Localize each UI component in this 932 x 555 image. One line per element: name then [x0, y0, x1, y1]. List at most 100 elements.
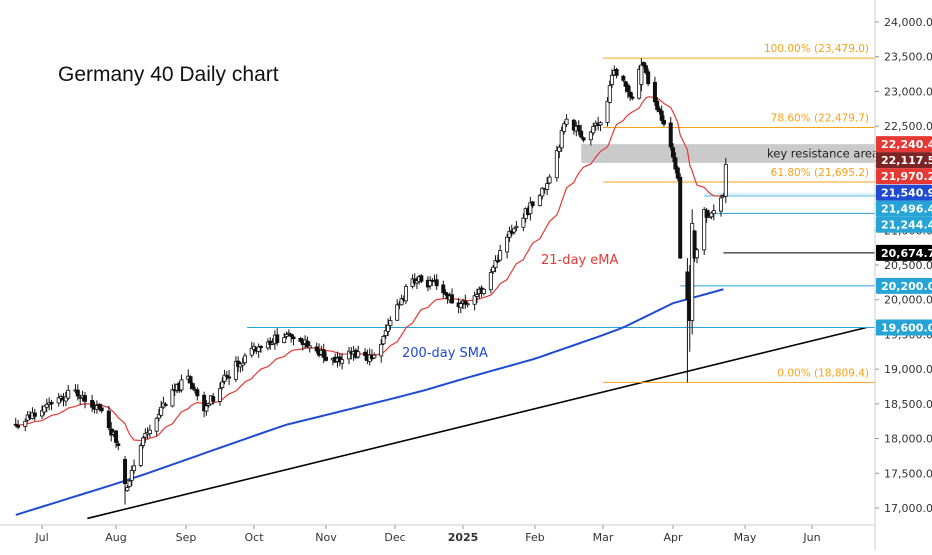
candle-body: [282, 337, 287, 344]
x-tick-label: Apr: [663, 531, 683, 544]
resistance-zone: [581, 144, 875, 163]
candle-body: [379, 343, 384, 357]
candle-body: [545, 183, 550, 190]
sma200-line: [15, 288, 724, 516]
candle-body: [13, 423, 18, 426]
candle-body: [141, 437, 146, 446]
candle-body: [481, 288, 486, 294]
candle-body: [284, 334, 289, 337]
candle-body: [719, 197, 724, 212]
candle-body: [114, 430, 119, 443]
candle-body: [657, 108, 662, 112]
candle-body: [154, 417, 159, 432]
candle-body: [233, 361, 238, 380]
candle-body: [465, 303, 470, 306]
candle-body: [195, 389, 200, 397]
fib-level-label: 78.60% (22,479.7): [771, 113, 869, 125]
candle-body: [692, 230, 697, 259]
candle-body: [588, 131, 593, 141]
chart-title: Germany 40 Daily chart: [58, 63, 279, 86]
candle-body: [82, 395, 87, 402]
candle-body: [388, 320, 393, 326]
candle-body: [673, 157, 678, 170]
candle-body: [372, 354, 377, 359]
time-axis[interactable]: Jul Aug Sep Oct Nov Dec 2025 Feb Mar Apr May Jun: [0, 524, 875, 544]
candle-body: [498, 250, 503, 261]
candle-body: [493, 260, 498, 269]
y-tick-label: 24,000.0: [884, 16, 932, 29]
price-axis[interactable]: 17,000.0 17,500.0 18,000.0 18,500.0 19,000.0…: [874, 0, 932, 550]
candle-body: [628, 91, 633, 97]
sma-annotation: 200-day SMA: [402, 346, 488, 361]
candle-body: [23, 420, 28, 427]
x-tick-label: Nov: [315, 531, 337, 544]
x-tick-label: Jun: [802, 531, 820, 544]
candle-body: [16, 425, 21, 428]
candle-body: [275, 334, 280, 343]
fibonacci-levels: 100.00% (23,479.0) 78.60% (22,479.7) 61.80…: [603, 43, 875, 383]
candle-body: [32, 412, 37, 417]
candle-body: [659, 110, 664, 121]
candle-body: [125, 487, 130, 492]
candle-body: [607, 85, 612, 103]
resistance-zone-label: key resistance area: [767, 147, 879, 161]
price-tag: [876, 200, 932, 217]
candle-body: [159, 406, 164, 416]
candle-body: [381, 336, 386, 345]
candle-body: [623, 81, 628, 87]
y-tick-label: 17,500.0: [884, 467, 932, 480]
candle-body: [571, 119, 576, 131]
y-tick-label: 22,500.0: [884, 120, 932, 133]
candle-body: [314, 346, 319, 352]
price-tag: [876, 319, 932, 336]
candle-body: [356, 351, 361, 358]
candle-body: [307, 345, 312, 349]
candle-body: [386, 324, 391, 332]
candle-body: [129, 469, 134, 481]
x-tick-label: Oct: [244, 531, 264, 544]
price-tag-label: 22,240.4: [881, 138, 932, 151]
candle-body: [695, 249, 700, 259]
candle-body: [641, 62, 646, 67]
price-tag: [876, 136, 932, 153]
candle-body: [530, 201, 535, 207]
candle-body: [147, 429, 152, 435]
price-tag: [876, 244, 932, 261]
candle-body: [675, 167, 680, 179]
x-tick-label: Dec: [384, 531, 405, 544]
resistance-zone-group: key resistance area: [581, 144, 879, 163]
candle-body: [44, 403, 49, 408]
candle-body: [591, 126, 596, 134]
candle-body: [242, 355, 247, 364]
candle-body: [625, 84, 630, 92]
x-tick-label: May: [734, 531, 757, 544]
candle-body: [305, 340, 310, 348]
x-tick-label: Jul: [34, 531, 48, 544]
candle-body: [227, 376, 232, 379]
candle-body: [399, 298, 404, 306]
candle-body: [170, 389, 175, 407]
candle-body: [528, 202, 533, 215]
candle-body: [63, 396, 68, 402]
fib-level-label: 61.80% (21,695.2): [771, 167, 869, 179]
price-tag-label: 21,970.2: [881, 170, 932, 183]
candle-body: [143, 432, 148, 438]
support-resistance-lines: [247, 192, 875, 328]
candle-body: [441, 284, 446, 294]
candle-body: [289, 333, 294, 337]
ema-annotation: 21-day eMA: [541, 253, 618, 268]
x-tick-label: Mar: [593, 531, 614, 544]
candle-body: [298, 337, 303, 342]
candle-body: [56, 397, 61, 404]
candle-body: [450, 294, 455, 304]
y-tick-label: 23,000.0: [884, 85, 932, 98]
candle-body: [106, 410, 111, 429]
candle-body: [222, 374, 227, 382]
candle-body: [554, 149, 559, 179]
candle-body: [363, 351, 368, 356]
candle-body: [321, 349, 326, 358]
candle-body: [419, 275, 424, 282]
candle-body: [156, 414, 161, 419]
candle-body: [661, 120, 666, 125]
candle-body: [630, 96, 635, 99]
